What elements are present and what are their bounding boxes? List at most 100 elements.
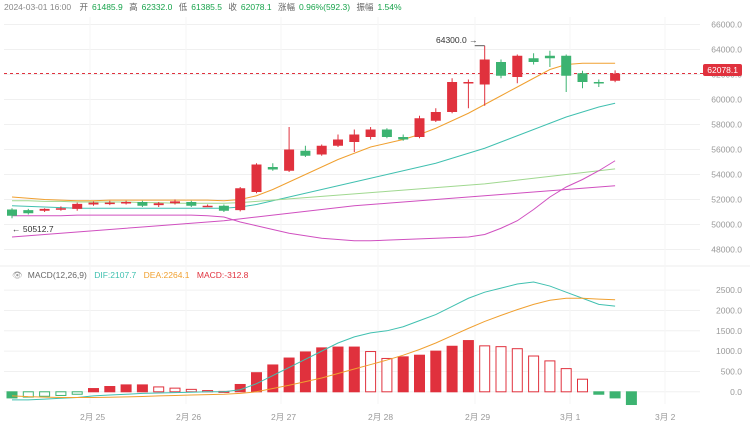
price-tick-label: 50000.0 xyxy=(711,220,742,230)
macd-histogram-bar xyxy=(6,391,18,399)
candle-body xyxy=(235,188,246,211)
price-tick-label: 58000.0 xyxy=(711,120,742,130)
open-label: 开 xyxy=(79,2,89,12)
macd-histogram-bar xyxy=(381,357,393,393)
macd-histogram-bar xyxy=(430,350,442,393)
macd-histogram-bar xyxy=(169,387,181,393)
candle-body xyxy=(447,82,458,112)
price-tick-label: 54000.0 xyxy=(711,170,742,180)
macd-histogram-bar xyxy=(544,360,556,393)
ma-line-magenta_upper xyxy=(12,160,616,242)
macd-histogram-bar xyxy=(55,391,67,396)
price-tick-label: 60000.0 xyxy=(711,95,742,105)
macd-dif-line xyxy=(12,281,616,401)
close-value: 62078.1 xyxy=(240,2,272,12)
candle-body xyxy=(55,208,66,210)
macd-histogram-bar xyxy=(299,351,311,393)
candle-body xyxy=(365,129,376,137)
candle-body xyxy=(430,112,441,121)
macd-histogram-bar xyxy=(446,345,458,393)
amplitude-value: 1.54% xyxy=(377,2,402,12)
high-label: 高 xyxy=(129,2,138,12)
ma-line-teal xyxy=(11,102,616,209)
macd-histogram-bar xyxy=(479,345,491,393)
candle-body xyxy=(104,202,115,205)
price-tick-label: 52000.0 xyxy=(711,195,742,205)
macd-tick-label: 2500.0 xyxy=(716,285,742,295)
price-tick-label: 64000.0 xyxy=(711,45,742,55)
macd-indicator-name[interactable]: MACD(12,26,9) xyxy=(27,270,87,280)
current-price-tag: 62078.1 xyxy=(703,64,742,76)
macd-dea-line xyxy=(11,297,616,398)
macd-histogram-bar xyxy=(39,391,51,397)
macd-tick-label: 500.0 xyxy=(721,366,743,376)
macd-histogram-bar xyxy=(365,351,377,393)
candle-body xyxy=(39,208,50,211)
macd-dif-value: DIF:2107.7 xyxy=(94,270,137,280)
candle-body xyxy=(218,205,229,211)
date-tick-label: 2月 27 xyxy=(271,412,296,422)
ma-line-magenta_lower xyxy=(11,185,616,238)
low-label: 低 xyxy=(178,2,188,12)
macd-histogram-bar xyxy=(528,355,540,393)
macd-histogram-bar xyxy=(609,391,621,399)
macd-tick-label: 1500.0 xyxy=(716,326,742,336)
candle-body xyxy=(186,202,197,206)
candle-body xyxy=(153,203,164,206)
candle-body xyxy=(381,129,392,137)
high-value: 62332.0 xyxy=(141,2,173,12)
price-tick-label: 56000.0 xyxy=(711,145,742,155)
date-tick-label: 3月 1 xyxy=(560,412,581,422)
ma-line-orange xyxy=(11,62,616,202)
max-price-marker: 64300.0 → xyxy=(436,35,478,45)
candle-body xyxy=(398,137,409,140)
macd-info-bar: 👁 MACD(12,26,9) DIF:2107.7 DEA:2264.1 MAC… xyxy=(12,270,253,281)
candle-body xyxy=(121,202,132,204)
eye-icon[interactable]: 👁 xyxy=(12,270,23,280)
macd-histogram-bar xyxy=(120,384,132,393)
price-tick-label: 66000.0 xyxy=(711,20,742,30)
macd-histogram-bar xyxy=(414,354,425,393)
max-price-value: 64300.0 xyxy=(436,35,467,45)
candle-body xyxy=(479,59,490,85)
macd-histogram-bar xyxy=(283,357,295,393)
open-value: 61485.9 xyxy=(92,2,123,12)
macd-histogram-bar xyxy=(495,346,507,393)
candle-body xyxy=(23,210,34,214)
macd-hist-value: MACD:-312.8 xyxy=(196,270,249,280)
macd-histogram-bar xyxy=(153,386,165,393)
macd-histogram-bar xyxy=(511,348,523,393)
candle-body xyxy=(72,203,83,209)
amplitude-label: 振幅 xyxy=(356,2,374,12)
macd-histogram-bar xyxy=(88,388,99,393)
candle-body xyxy=(349,134,360,142)
macd-histogram-bar xyxy=(104,386,116,393)
min-price-value: 50512.7 xyxy=(22,224,54,234)
candle-body xyxy=(414,118,425,137)
candle-body xyxy=(561,55,572,76)
macd-histogram-bar xyxy=(593,391,605,395)
candle-body xyxy=(202,205,213,208)
min-price-marker: ← 50512.7 xyxy=(12,224,54,234)
macd-histogram-bar xyxy=(560,368,572,393)
candle-datetime: 2024-03-01 16:00 xyxy=(4,2,72,12)
candle-body xyxy=(528,58,539,62)
macd-tick-label: 0.0 xyxy=(730,387,742,397)
macd-tick-label: 2000.0 xyxy=(716,305,742,315)
candle-body xyxy=(251,164,262,192)
date-tick-label: 3月 2 xyxy=(655,412,676,422)
change-label: 涨幅 xyxy=(278,2,296,12)
candle-body xyxy=(512,55,523,77)
date-tick-label: 2月 25 xyxy=(80,412,105,422)
macd-histogram-bar xyxy=(625,391,637,406)
date-tick-label: 2月 26 xyxy=(176,412,201,422)
low-value: 61385.5 xyxy=(191,2,222,12)
macd-histogram-bar xyxy=(316,347,328,393)
candle-body xyxy=(463,82,474,84)
candle-body xyxy=(284,149,295,171)
ohlc-info-bar: 2024-03-01 16:00 开 61485.9 高 62332.0 低 6138… xyxy=(4,1,406,13)
change-value: 0.96%(592.3) xyxy=(299,2,351,12)
macd-histogram-bar xyxy=(71,391,83,395)
